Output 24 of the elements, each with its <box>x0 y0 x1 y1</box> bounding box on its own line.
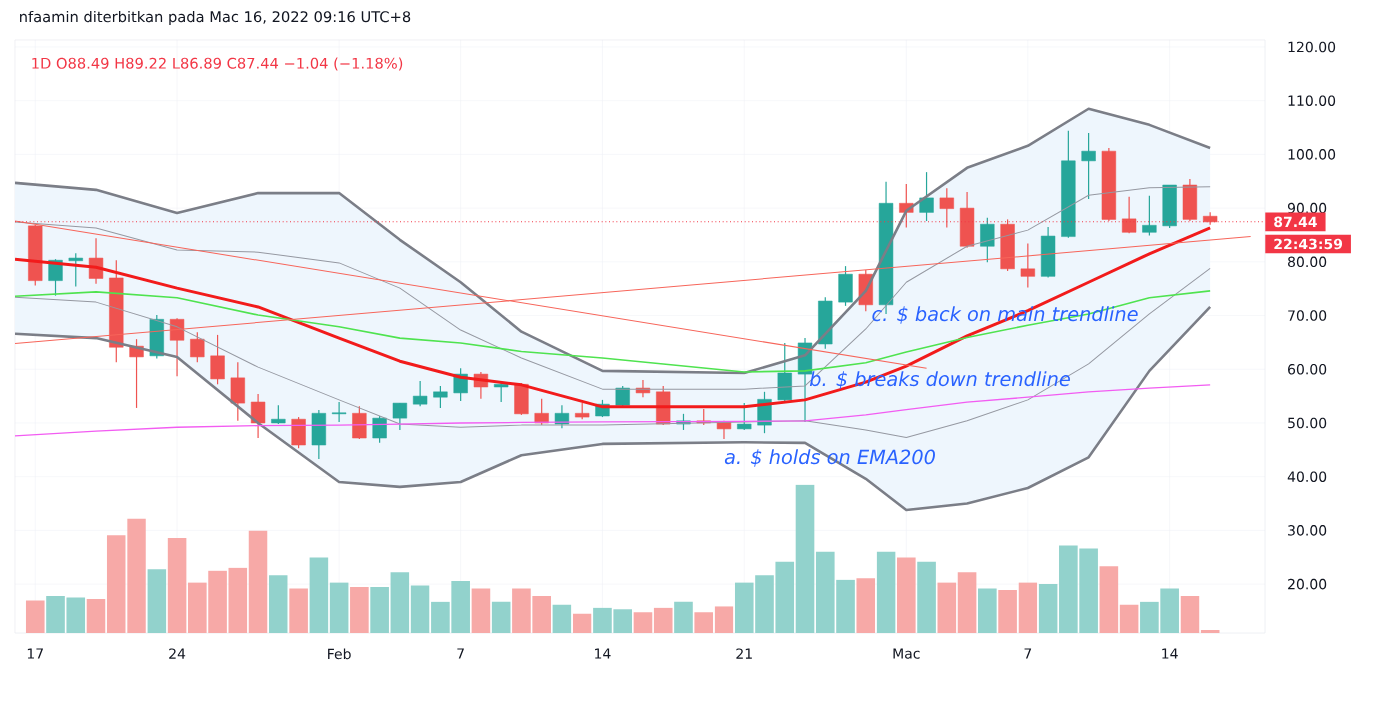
y-tick-label: 90.00 <box>1287 202 1327 214</box>
y-tick-label: 110.00 <box>1288 95 1336 106</box>
text: 1D O88.49 H89.22 L86.89 C87.44 −1.04 (−1.18%) <box>32 57 403 71</box>
y-tick-label: 40.00 <box>1287 471 1327 482</box>
y-tick-label: 120.00 <box>1288 41 1336 53</box>
y-tick-label: 20.00 <box>1288 578 1327 590</box>
x-tick-label: 24 <box>169 648 186 659</box>
y-tick-label: 50.00 <box>1288 417 1327 429</box>
x-tick-label: 7 <box>1024 648 1032 659</box>
y-tick-label: 100.00 <box>1288 149 1336 160</box>
y-tick-label: 80.00 <box>1288 256 1327 268</box>
chart-title: nfaamin diterbitkan pada Mac 16, 2022 09:16 UTC+8 <box>20 10 411 26</box>
x-tick-label: Mac <box>893 648 920 659</box>
y-tick-label: 70.00 <box>1288 310 1327 321</box>
x-tick-label: 21 <box>736 648 752 659</box>
x-tick-label: Feb <box>328 648 351 660</box>
x-tick-label: 17 <box>27 648 43 659</box>
x-tick-label: 14 <box>1162 648 1178 659</box>
ref-line-label: 87.44 <box>1274 216 1317 228</box>
x-tick-label: 7 <box>457 648 464 659</box>
y-tick-label: 60.00 <box>1288 363 1327 375</box>
y-tick-label: 30.00 <box>1288 525 1327 536</box>
x-tick-label: 14 <box>595 648 611 659</box>
text: 22:43:59 <box>1274 238 1343 250</box>
